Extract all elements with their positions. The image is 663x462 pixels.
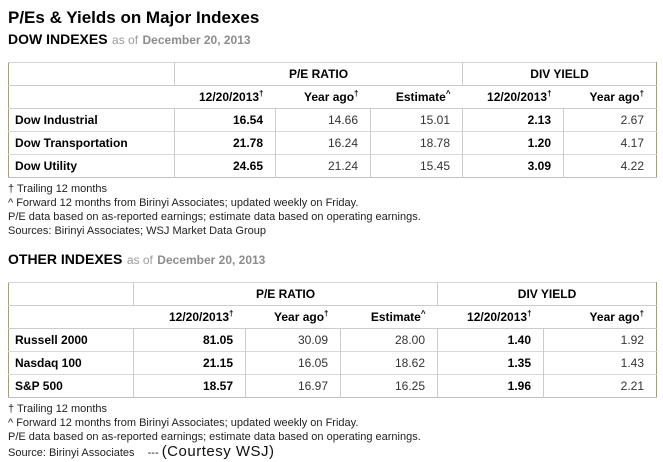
footnote-pe-basis: P/E data based on as-reported earnings; … — [8, 211, 421, 223]
cell-value: 14.66 — [275, 108, 371, 132]
cell-value: 1.20 — [462, 131, 564, 155]
group-header-pe-ratio: P/E RATIO — [132, 282, 438, 306]
footnote-pe-basis: P/E data based on as-reported earnings; … — [8, 431, 421, 443]
cell-value: 16.25 — [339, 374, 438, 398]
footnotes-other: † Trailing 12 months ^ Forward 12 months… — [8, 402, 656, 461]
col-header-estimate: Estimate^ — [340, 305, 438, 329]
footnote-forward: ^ Forward 12 months from Birinyi Associa… — [8, 417, 359, 429]
column-header-row: 12/20/2013† Year ago† Estimate^ 12/20/20… — [8, 305, 657, 329]
row-label: S&P 500 — [8, 374, 134, 398]
col-header-year-ago: Year ago† — [543, 305, 657, 329]
empty-cell — [8, 85, 175, 109]
cell-value: 1.43 — [543, 351, 657, 375]
footnote-sources: Sources: Birinyi Associates; WSJ Market … — [8, 225, 266, 237]
col-header-date: 12/20/2013† — [437, 305, 544, 329]
cell-value: 4.22 — [563, 154, 657, 178]
empty-cell — [8, 282, 134, 306]
cell-value: 16.97 — [245, 374, 341, 398]
cell-value: 3.09 — [462, 154, 564, 178]
col-header-year-ago: Year ago† — [245, 305, 341, 329]
source-line: Source: Birinyi Associates --- (Courtesy… — [8, 444, 656, 461]
cell-value: 16.54 — [174, 108, 276, 132]
table-row: Nasdaq 100 21.15 16.05 18.62 1.35 1.43 — [8, 351, 657, 375]
cell-value: 4.17 — [563, 131, 657, 155]
footnote-trailing: † Trailing 12 months — [8, 183, 108, 195]
empty-cell — [8, 62, 175, 86]
section-title: OTHER INDEXES — [8, 251, 123, 267]
empty-cell — [8, 305, 134, 329]
section-other-indexes: OTHER INDEXES as of December 20, 2013 P/… — [8, 251, 658, 461]
cell-value: 2.13 — [462, 108, 564, 132]
page-title: P/Es & Yields on Major Indexes — [8, 8, 260, 27]
table-row: S&P 500 18.57 16.97 16.25 1.96 2.21 — [8, 374, 657, 398]
group-header-row: P/E RATIO DIV YIELD — [8, 62, 657, 86]
col-header-year-ago: Year ago† — [275, 85, 371, 109]
cell-value: 30.09 — [245, 328, 341, 352]
group-header-div-yield: DIV YIELD — [437, 282, 657, 306]
group-header-div-yield: DIV YIELD — [462, 62, 657, 86]
cell-value: 2.67 — [563, 108, 657, 132]
row-label: Dow Transportation — [8, 131, 175, 155]
footnotes-dow: † Trailing 12 months ^ Forward 12 months… — [8, 182, 656, 238]
row-label: Dow Industrial — [8, 108, 175, 132]
asof-date: December 20, 2013 — [157, 253, 266, 267]
row-label: Russell 2000 — [8, 328, 134, 352]
footnote-trailing: † Trailing 12 months — [8, 403, 108, 415]
cell-value: 16.05 — [245, 351, 341, 375]
cell-value: 18.78 — [369, 131, 463, 155]
cell-value: 21.78 — [174, 131, 276, 155]
source-text: Source: Birinyi Associates — [8, 447, 135, 459]
cell-value: 24.65 — [174, 154, 276, 178]
cell-value: 1.35 — [437, 351, 544, 375]
cell-value: 15.01 — [369, 108, 463, 132]
col-header-year-ago: Year ago† — [563, 85, 657, 109]
cell-value: 1.96 — [437, 374, 544, 398]
dow-indexes-table: P/E RATIO DIV YIELD 12/20/2013† Year ago… — [8, 62, 658, 178]
group-header-pe-ratio: P/E RATIO — [173, 62, 463, 86]
footnote-forward: ^ Forward 12 months from Birinyi Associa… — [8, 197, 359, 209]
section-heading-other: OTHER INDEXES as of December 20, 2013 — [8, 251, 656, 269]
cell-value: 2.21 — [543, 374, 657, 398]
cell-value: 18.62 — [339, 351, 438, 375]
table-row: Dow Transportation 21.78 16.24 18.78 1.2… — [8, 131, 657, 155]
cell-value: 1.40 — [437, 328, 544, 352]
dashes: --- — [147, 447, 159, 459]
cell-value: 28.00 — [339, 328, 438, 352]
asof-date: December 20, 2013 — [142, 33, 251, 47]
cell-value: 16.24 — [275, 131, 371, 155]
section-title: DOW INDEXES — [8, 31, 108, 47]
cell-value: 21.24 — [275, 154, 371, 178]
group-header-row: P/E RATIO DIV YIELD — [8, 282, 657, 306]
cell-value: 81.05 — [133, 328, 246, 352]
section-heading-dow: DOW INDEXES as of December 20, 2013 — [8, 31, 656, 49]
cell-value: 15.45 — [369, 154, 463, 178]
asof-prefix: as of — [126, 253, 153, 267]
section-dow-indexes: DOW INDEXES as of December 20, 2013 P/E … — [8, 31, 658, 238]
asof-prefix: as of — [112, 33, 139, 47]
row-label: Dow Utility — [8, 154, 175, 178]
row-label: Nasdaq 100 — [8, 351, 134, 375]
col-header-date: 12/20/2013† — [462, 85, 564, 109]
col-header-estimate: Estimate^ — [370, 85, 463, 109]
courtesy-wsj: (Courtesy WSJ) — [161, 443, 275, 460]
col-header-date: 12/20/2013† — [174, 85, 276, 109]
column-header-row: 12/20/2013† Year ago† Estimate^ 12/20/20… — [8, 85, 657, 109]
table-row: Dow Industrial 16.54 14.66 15.01 2.13 2.… — [8, 108, 657, 132]
other-indexes-table: P/E RATIO DIV YIELD 12/20/2013† Year ago… — [8, 282, 658, 398]
cell-value: 1.92 — [543, 328, 657, 352]
col-header-date: 12/20/2013† — [133, 305, 246, 329]
table-row: Russell 2000 81.05 30.09 28.00 1.40 1.92 — [8, 328, 657, 352]
table-row: Dow Utility 24.65 21.24 15.45 3.09 4.22 — [8, 154, 657, 178]
cell-value: 21.15 — [133, 351, 246, 375]
cell-value: 18.57 — [133, 374, 246, 398]
